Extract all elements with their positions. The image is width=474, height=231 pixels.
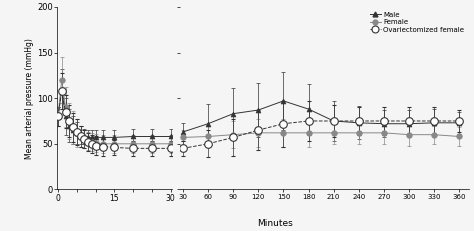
Y-axis label: Mean arterial pressure (mmHg): Mean arterial pressure (mmHg) (25, 38, 34, 159)
Text: Minutes: Minutes (257, 219, 293, 228)
Legend: Male, Female, Ovariectomized female: Male, Female, Ovariectomized female (369, 10, 466, 34)
